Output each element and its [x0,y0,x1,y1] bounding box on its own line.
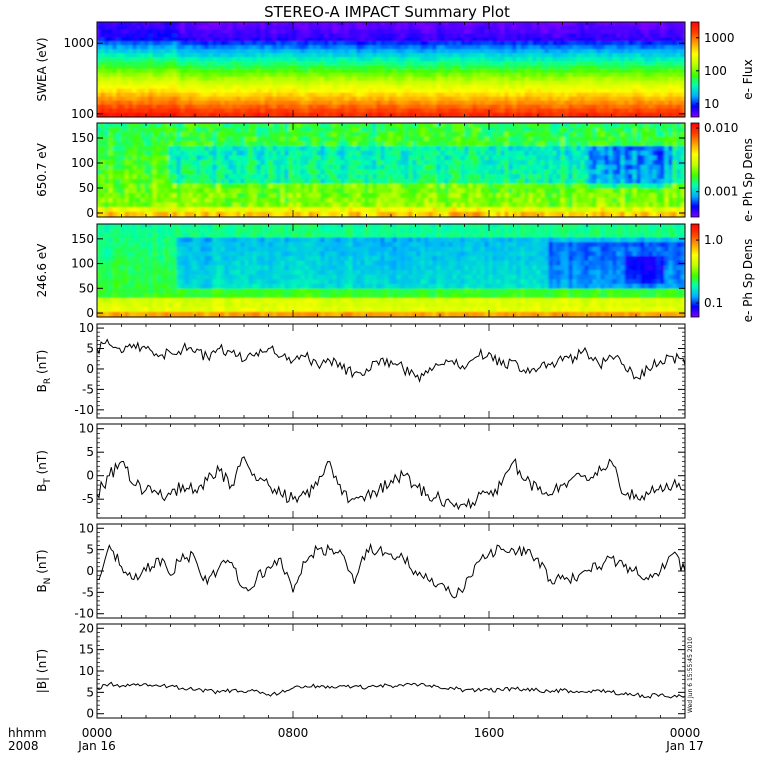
y-axis-label: BN (nT) [35,549,53,592]
y-axis-label: BT (nT) [35,450,53,492]
colorbar-tick-label: 100 [704,64,727,78]
series-line-btot [97,681,685,699]
spectrogram-image [97,224,685,317]
y-axis-label: BR (nT) [35,350,53,393]
colorbar-tick-label: 0.001 [704,185,738,199]
y-tick-label: 100 [71,257,94,271]
x-tick-date: Jan 17 [665,739,704,753]
line-panel-bn: 10 5 0 -5 -10 BN (nT) [35,521,686,621]
panel-frame [96,323,686,419]
colorbar-label: e- Flux [741,59,755,99]
series-line-br [97,338,685,384]
x-tick-label: 0000 [82,726,113,740]
x-year-label: 2008 [8,739,39,753]
y-tick-label: -5 [82,382,94,396]
y-tick-label: 0 [86,707,94,721]
y-tick-label: 5 [86,342,94,356]
y-tick-label: -5 [82,585,94,599]
colorbar-tick-label: 0.1 [704,296,723,310]
panel-frame [96,623,686,719]
y-axis-label: SWEA (eV) [35,37,49,101]
colorbar [690,223,700,318]
y-tick-label: 0 [86,469,94,483]
colorbar-tick-label: 1.0 [704,233,723,247]
panel-frame [96,523,686,619]
colorbar-tick-label: 10 [704,97,719,111]
generation-timestamp: Wed Jun 6 15:55:45 2010 [687,637,694,713]
y-tick-label: 0 [86,564,94,578]
y-tick-label: 15 [79,643,94,657]
y-tick-label: 1000 [63,36,94,50]
line-panel-bt: 10 5 0 -5 BT (nT) [35,422,686,519]
y-axis-label: 650.7 eV [35,142,49,197]
y-tick-label: 100 [71,107,94,121]
colorbar-label: e- Ph Sp Dens [741,239,755,323]
y-tick-label: 150 [71,232,94,246]
colorbar [690,122,700,218]
colorbar [690,21,700,118]
y-tick-label: 10 [79,422,94,436]
y-tick-label: -5 [82,492,94,506]
y-tick-label: 150 [71,131,94,145]
y-tick-label: 10 [79,321,94,335]
y-tick-label: 10 [79,664,94,678]
y-axis-label: |B| (nT) [35,649,49,693]
y-tick-label: -10 [74,607,94,621]
y-tick-label: 0 [86,362,94,376]
spectrogram-swea: 1000 100 SWEA (eV) 1000 100 10 e- Flux [35,21,755,121]
y-tick-label: 5 [86,445,94,459]
colorbar-label: e- Ph Sp Dens [741,138,755,222]
y-tick-label: 10 [79,521,94,535]
y-tick-label: 0 [86,206,94,220]
x-tick-label: 0000 [670,726,701,740]
y-tick-label: 20 [79,621,94,635]
spectrogram-pad246: 150 100 50 0 246.6 eV 1.0 0.1 e- Ph Sp Dens [35,223,755,323]
panel-frame [96,423,686,519]
x-tick-label: 1600 [474,726,505,740]
y-tick-label: 5 [86,543,94,557]
spectrogram-pad650: 150 100 50 0 650.7 eV 0.010 0.001 e- Ph Sp Dens [35,121,755,222]
colorbar-tick-label: 1000 [704,31,735,45]
line-panel-btot: 20 15 10 5 0 |B| (nT) [35,621,686,721]
magnetic-field-panels: 10 5 0 -5 -10 BR (nT) 10 5 0 -5 BT (nT) 10 5 0 -5 -10 BN… [35,321,686,721]
y-tick-label: 50 [79,281,94,295]
y-tick-label: 100 [71,156,94,170]
colorbar-tick-label: 0.010 [704,121,738,135]
y-tick-label: 0 [86,306,94,320]
y-axis-label: 246.6 eV [35,243,49,298]
spectrogram-image [97,22,685,117]
y-tick-label: -10 [74,403,94,417]
plot-title: STEREO-A IMPACT Summary Plot [264,3,510,21]
x-tick-label: 0800 [278,726,309,740]
y-tick-label: 5 [86,685,94,699]
x-tick-date: Jan 16 [77,739,116,753]
line-panel-br: 10 5 0 -5 -10 BR (nT) [35,321,686,419]
y-tick-label: 50 [79,181,94,195]
x-format-label: hhmm [8,726,47,740]
series-line-bt [97,456,685,511]
spectrogram-image [97,123,685,217]
series-line-bn [97,542,685,599]
